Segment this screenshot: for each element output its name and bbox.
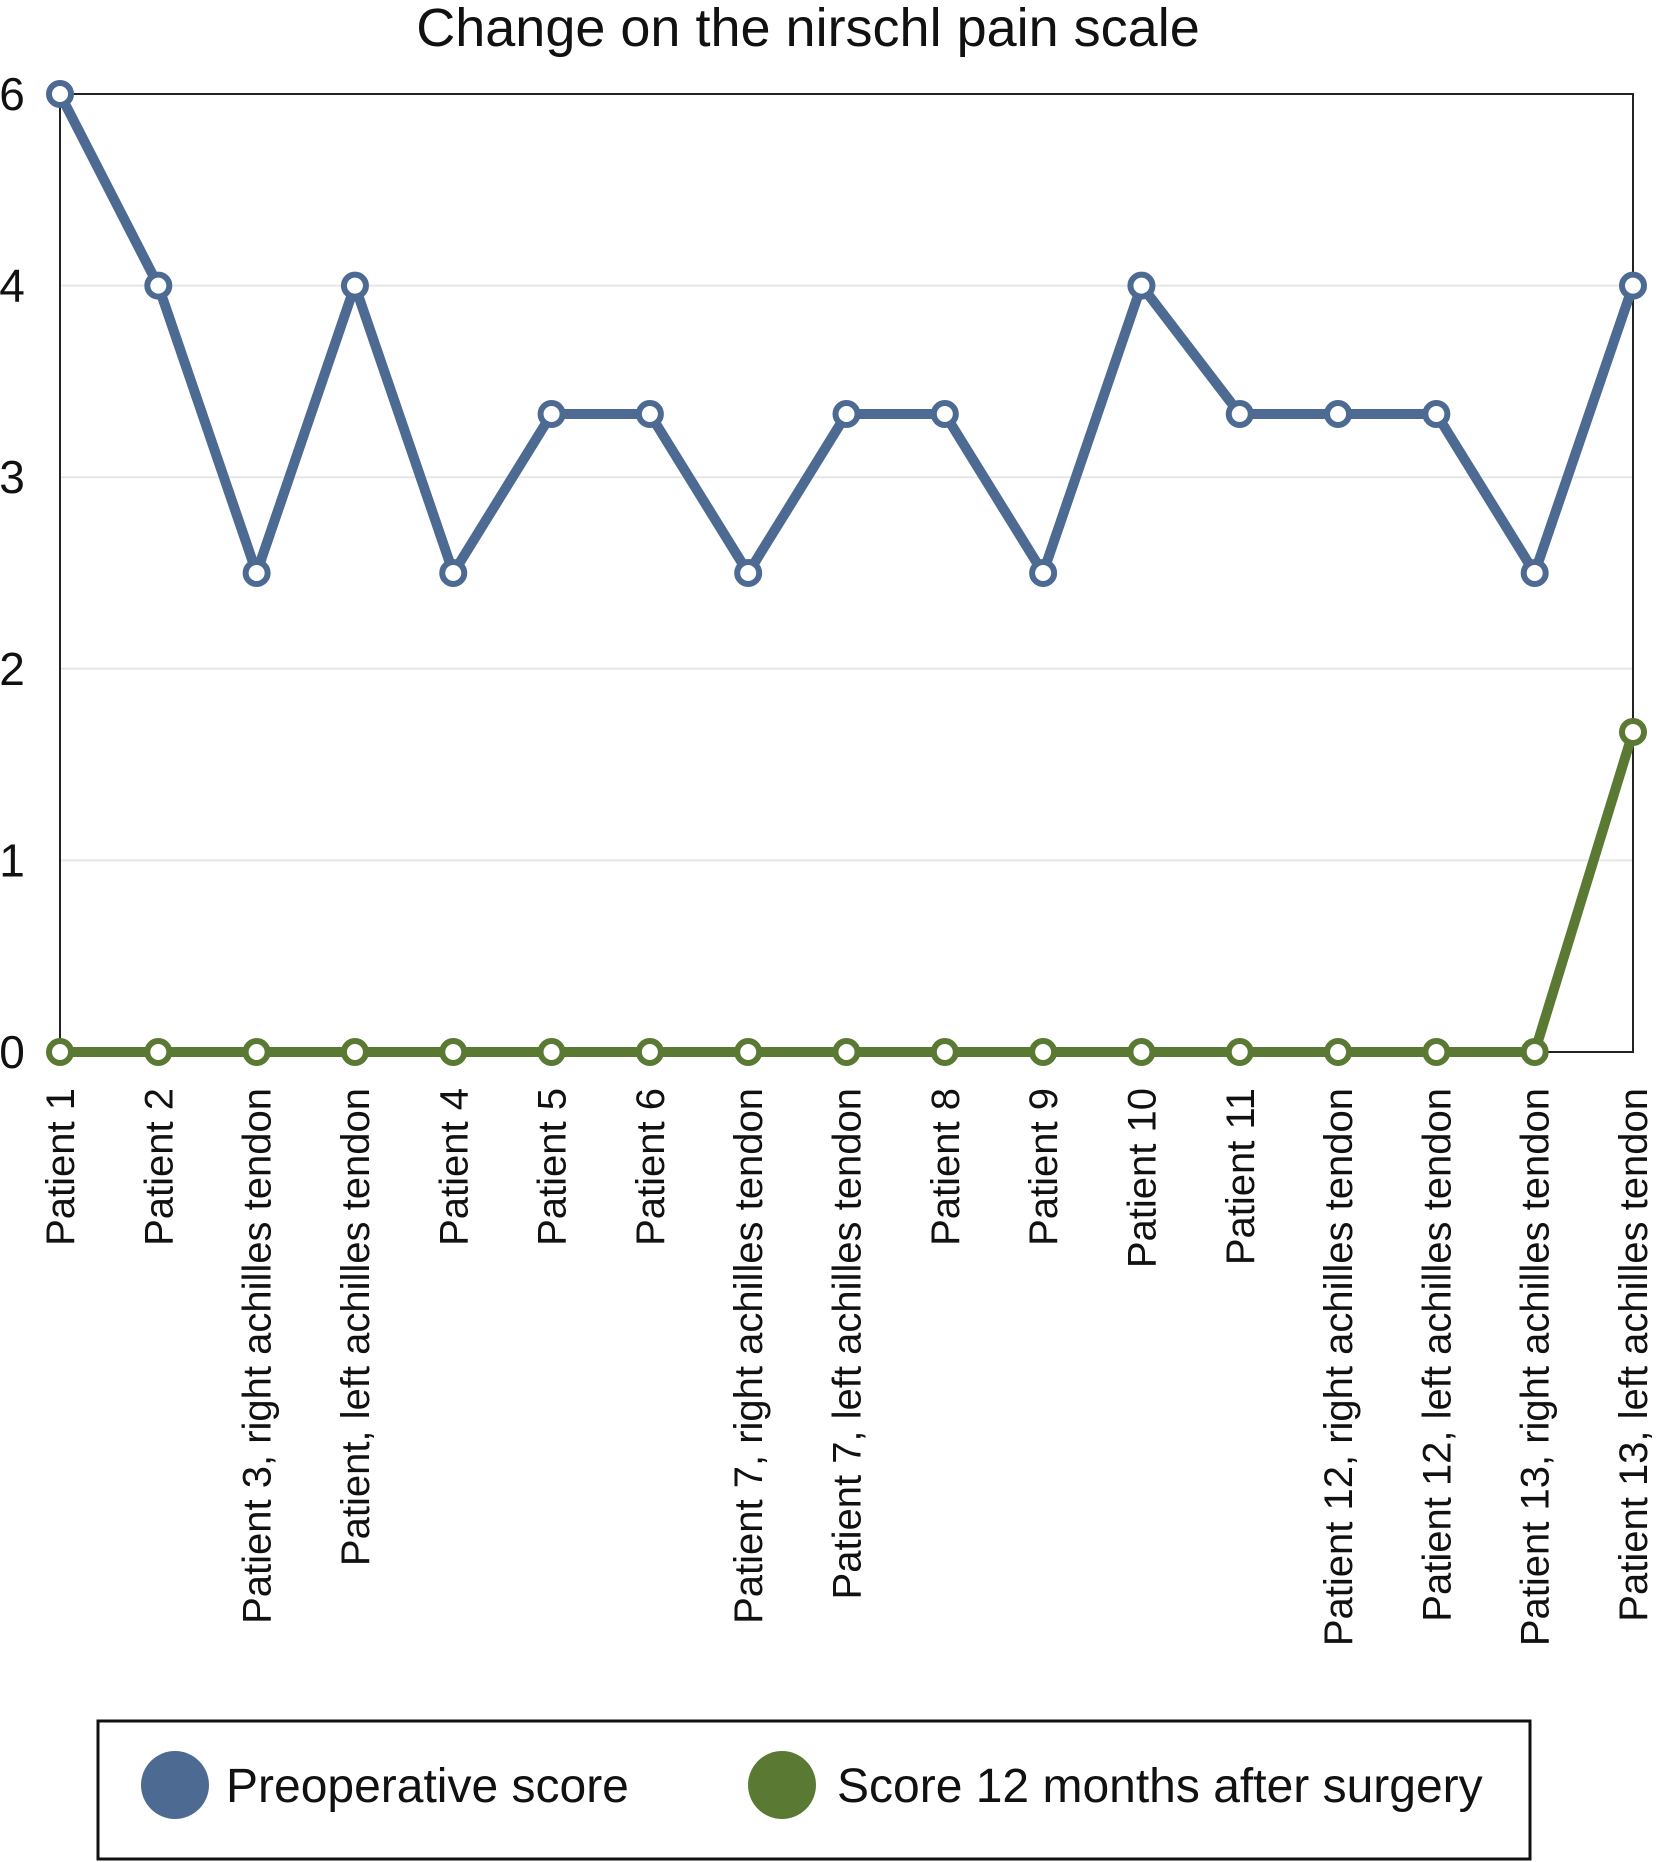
- data-point: [1324, 1038, 1353, 1066]
- data-point: [439, 559, 468, 587]
- data-point: [734, 1038, 763, 1066]
- x-tick-label: Patient 11: [1219, 1088, 1263, 1265]
- data-point: [832, 1038, 861, 1066]
- data-point: [242, 1038, 271, 1066]
- x-tick-label: Patient 12, right achilles tendon: [1317, 1088, 1361, 1646]
- data-point: [1029, 1038, 1058, 1066]
- y-tick-label: 0: [0, 1026, 25, 1078]
- y-tick-label: 4: [0, 260, 25, 312]
- legend-label-12-months: Score 12 months after surgery: [837, 1760, 1483, 1813]
- x-tick-label: Patient 13, left achilles tendon: [1612, 1088, 1656, 1622]
- x-tick-label: Patient 8: [924, 1088, 968, 1246]
- data-point: [930, 1038, 959, 1066]
- legend-swatch-12-months: [748, 1751, 816, 1819]
- x-tick-label: Patient 2: [137, 1088, 181, 1246]
- data-point: [1520, 1038, 1549, 1066]
- x-tick-label: Patient 10: [1120, 1088, 1164, 1268]
- series-12-months: [46, 718, 1647, 1066]
- y-tick-label: 6: [0, 68, 25, 120]
- data-point: [1127, 1038, 1156, 1066]
- data-point: [832, 399, 861, 428]
- series-lines: [46, 80, 1647, 1066]
- x-tick-label: Patient 12, left achilles tendon: [1415, 1088, 1459, 1622]
- data-point: [635, 399, 664, 428]
- data-point: [1127, 271, 1156, 300]
- legend-box: [96, 1719, 1532, 1861]
- legend-label-preoperative: Preoperative score: [226, 1760, 629, 1813]
- x-tick-label: Patient 6: [629, 1088, 673, 1246]
- data-point: [439, 1038, 468, 1066]
- legend: Preoperative score Score 12 months after…: [96, 1719, 1532, 1861]
- data-point: [1619, 271, 1647, 300]
- data-point: [1619, 718, 1647, 747]
- x-tick-label: Patient 5: [531, 1088, 575, 1246]
- gridlines: [60, 284, 1633, 862]
- x-tick-label: Patient 1: [39, 1088, 83, 1246]
- plot-area-frame: [59, 93, 1634, 1053]
- x-tick-label: Patient 3, right achilles tendon: [236, 1088, 280, 1624]
- data-point: [1029, 559, 1058, 587]
- x-tick-label: Patient 4: [432, 1088, 476, 1246]
- data-point: [340, 271, 369, 300]
- y-tick-label: 2: [0, 643, 25, 695]
- chart-title: Change on the nirschl pain scale: [416, 0, 1200, 58]
- data-point: [1422, 1038, 1451, 1066]
- legend-swatch-preoperative: [141, 1751, 209, 1819]
- x-axis-ticks: Patient 1 Patient 2 Patient 3, right achil…: [39, 1088, 1656, 1646]
- data-point: [1324, 399, 1353, 428]
- data-point: [144, 1038, 173, 1066]
- x-tick-label: Patient 9: [1022, 1088, 1066, 1246]
- x-tick-label: Patient, left achilles tendon: [334, 1088, 378, 1566]
- data-point: [1520, 559, 1549, 587]
- data-point: [242, 559, 271, 587]
- series-line: [55, 89, 1638, 578]
- data-point: [1225, 399, 1254, 428]
- data-point: [537, 1038, 566, 1066]
- y-tick-label: 1: [0, 834, 25, 886]
- x-tick-label: Patient 7, right achilles tendon: [727, 1088, 771, 1624]
- series-line: [55, 727, 1638, 1057]
- x-tick-label: Patient 13, right achilles tendon: [1514, 1088, 1558, 1646]
- x-tick-label: Patient 7, left achilles tendon: [826, 1088, 870, 1599]
- data-point: [734, 559, 763, 587]
- series-preoperative: [46, 80, 1647, 587]
- data-point: [930, 399, 959, 428]
- data-point: [537, 399, 566, 428]
- data-point: [340, 1038, 369, 1066]
- data-point: [1225, 1038, 1254, 1066]
- y-axis-ticks: 0 1 2 3 4 6: [0, 68, 25, 1078]
- data-point: [144, 271, 173, 300]
- y-tick-label: 3: [0, 451, 25, 503]
- data-point: [635, 1038, 664, 1066]
- data-point: [46, 80, 74, 108]
- data-point: [46, 1038, 74, 1066]
- data-point: [1422, 399, 1451, 428]
